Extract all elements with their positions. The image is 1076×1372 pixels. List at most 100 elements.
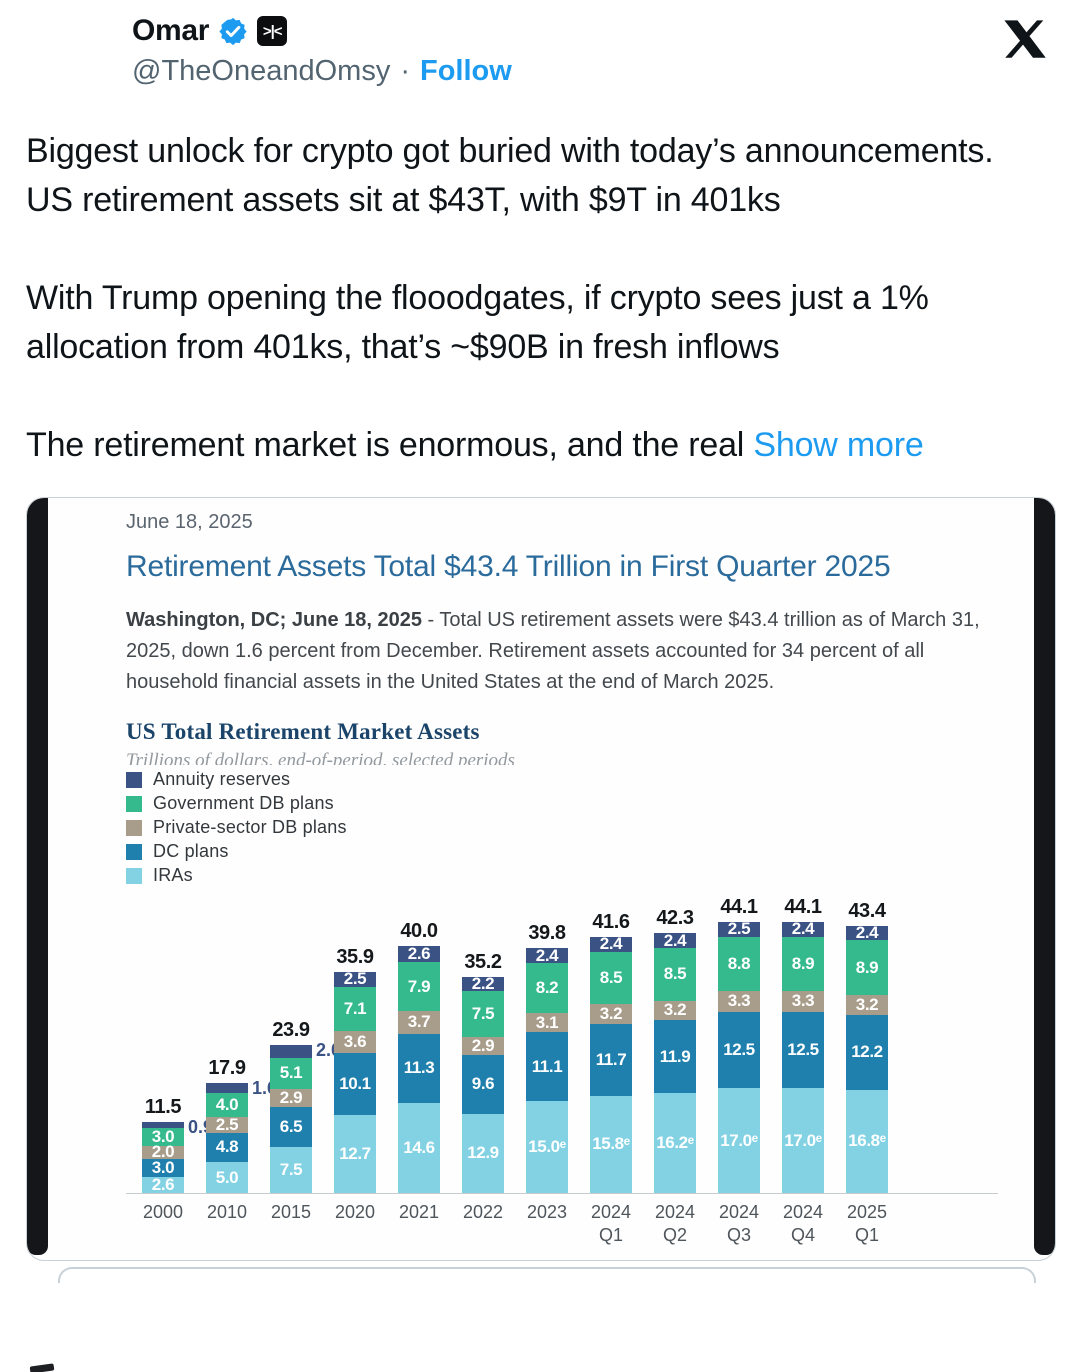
- bar-stack: 2.4 8.5 3.2 11.7 15.8ᵉ: [590, 934, 632, 1193]
- segment-annuity-reserves: 2.4: [590, 934, 632, 953]
- bar-2024-q3: 44.1 2.5 8.8 3.3 12.5 17.0ᵉ: [718, 896, 760, 1193]
- bar-stack: 2.0 5.1 2.9 6.5 7.5: [270, 1040, 341, 1193]
- tweet-text: Biggest unlock for crypto got buried wit…: [26, 127, 1042, 470]
- segment-dc-plans: 9.6: [462, 1054, 504, 1114]
- segment-government-db-plans: 8.9: [782, 936, 824, 992]
- legend-item-dc-plans: DC plans: [126, 841, 978, 862]
- x-tick-2025-q1: 2025 Q1: [846, 1202, 888, 1245]
- segment-dc-plans: 3.0: [142, 1158, 184, 1177]
- segment-government-db-plans: 8.5: [590, 951, 632, 1005]
- tweet-header: Omar >|< @TheOneandOmsy · Follow: [26, 10, 1050, 94]
- segment-dc-plans: 11.7: [590, 1023, 632, 1096]
- bar-2022: 35.2 2.2 7.5 2.9 9.6 12.9: [462, 951, 504, 1193]
- total-label-2024-q1: 41.6: [592, 911, 630, 934]
- embedded-media[interactable]: June 18, 2025 Retirement Assets Total $4…: [26, 497, 1056, 1261]
- segment-iras: 7.5: [270, 1146, 312, 1193]
- display-name[interactable]: Omar: [132, 14, 210, 47]
- segment-annuity-reserves: 2.6: [398, 944, 440, 963]
- tweet-paragraph: With Trump opening the flooodgates, if c…: [26, 279, 929, 366]
- segment-government-db-plans: 7.9: [398, 962, 440, 1011]
- total-label-2024-q4: 44.1: [784, 895, 822, 918]
- chart-subtitle: Trillions of dollars, end-of-period, sel…: [126, 750, 515, 765]
- x-tick-2021: 2021: [398, 1202, 440, 1222]
- segment-private-sector-db-plans: 2.5: [206, 1115, 248, 1134]
- bar-stack: 2.5 8.8 3.3 12.5 17.0ᵉ: [718, 919, 760, 1193]
- next-card-edge: [58, 1267, 1036, 1283]
- x-tick-2020: 2020: [334, 1202, 376, 1222]
- show-more-link[interactable]: Show more: [753, 426, 924, 464]
- total-label-2021: 40.0: [400, 920, 438, 943]
- avatar[interactable]: [26, 10, 110, 94]
- x-logo-icon[interactable]: [1002, 16, 1048, 62]
- user-handle[interactable]: @TheOneandOmsy: [132, 55, 391, 87]
- x-tick-2024-q2: 2024 Q2: [654, 1202, 696, 1245]
- total-label-2023: 39.8: [528, 922, 566, 945]
- bar-stack: 2.5 7.1 3.6 10.1 12.7: [334, 969, 376, 1193]
- verified-badge-icon: [218, 16, 248, 46]
- affiliate-badge-icon[interactable]: >|<: [257, 16, 288, 46]
- legend-label: Private-sector DB plans: [153, 817, 347, 837]
- bar-2023: 39.8 2.4 8.2 3.1 11.1 15.0ᵉ: [526, 922, 568, 1193]
- segment-iras: 17.0ᵉ: [782, 1088, 824, 1193]
- total-label-2015: 23.9: [272, 1019, 310, 1042]
- tweet-card: Omar >|< @TheOneandOmsy · Follow: [26, 10, 1056, 1283]
- segment-annuity-reserves: [270, 1045, 312, 1058]
- media-frame-right: [1034, 498, 1055, 1255]
- segment-private-sector-db-plans: 3.6: [334, 1030, 376, 1053]
- total-label-2000: 11.5: [144, 1096, 182, 1119]
- cutoff-element: [29, 1363, 55, 1372]
- segment-iras: 15.0ᵉ: [526, 1100, 568, 1193]
- bar-2010: 17.9 1.6 4.0 2.5 4.8 5.0: [206, 1057, 277, 1193]
- segment-private-sector-db-plans: 3.2: [590, 1004, 632, 1024]
- article-title: Retirement Assets Total $43.4 Trillion i…: [126, 550, 891, 583]
- article-date: June 18, 2025: [126, 511, 253, 533]
- bar-2024-q1: 41.6 2.4 8.5 3.2 11.7 15.8ᵉ: [590, 911, 632, 1193]
- bar-stack: 1.6 4.0 2.5 4.8 5.0: [206, 1078, 277, 1193]
- total-label-2022: 35.2: [464, 951, 502, 974]
- bar-stack: 2.4 8.5 3.2 11.9 16.2ᵉ: [654, 931, 696, 1193]
- segment-government-db-plans: 8.5: [654, 948, 696, 1001]
- segment-annuity-reserves: 2.4: [846, 923, 888, 942]
- legend-label: IRAs: [153, 865, 193, 885]
- legend-swatch-annuity-reserves: [126, 771, 142, 788]
- segment-iras: 12.7: [334, 1114, 376, 1193]
- bar-2021: 40.0 2.6 7.9 3.7 11.3 14.6: [398, 920, 440, 1193]
- bar-stack: 2.4 8.2 3.1 11.1 15.0ᵉ: [526, 946, 568, 1193]
- article-image: June 18, 2025 Retirement Assets Total $4…: [48, 498, 1034, 1260]
- segment-annuity-reserves: 2.4: [782, 919, 824, 938]
- segment-government-db-plans: 4.0: [206, 1092, 248, 1118]
- segment-private-sector-db-plans: 2.9: [270, 1088, 312, 1107]
- segment-iras: 2.6: [142, 1175, 184, 1194]
- separator-dot: ·: [400, 55, 410, 87]
- chart-title: US Total Retirement Market Assets: [126, 719, 480, 744]
- legend-item-iras: IRAs: [126, 865, 978, 886]
- bar-stack: 2.4 8.9 3.3 12.5 17.0ᵉ: [782, 919, 824, 1193]
- segment-iras: 14.6: [398, 1103, 440, 1193]
- segment-private-sector-db-plans: 2.9: [462, 1036, 504, 1055]
- segment-annuity-reserves: [142, 1122, 184, 1128]
- x-tick-2015: 2015: [270, 1202, 312, 1222]
- segment-government-db-plans: 8.9: [846, 940, 888, 996]
- segment-private-sector-db-plans: 3.2: [846, 995, 888, 1015]
- segment-iras: 17.0ᵉ: [718, 1088, 760, 1193]
- segment-government-db-plans: 3.0: [142, 1127, 184, 1147]
- bar-stack: 0.9 3.0 2.0 3.0 2.6: [142, 1117, 213, 1194]
- segment-dc-plans: 12.5: [782, 1011, 824, 1089]
- legend-swatch-private-sector-db-plans: [126, 819, 142, 836]
- segment-dc-plans: 11.1: [526, 1032, 568, 1101]
- bar-2024-q2: 42.3 2.4 8.5 3.2 11.9 16.2ᵉ: [654, 907, 696, 1193]
- segment-government-db-plans: 8.2: [526, 962, 568, 1014]
- segment-private-sector-db-plans: 3.3: [782, 991, 824, 1012]
- follow-button[interactable]: Follow: [420, 55, 512, 87]
- bar-stack: 2.6 7.9 3.7 11.3 14.6: [398, 944, 440, 1193]
- bar-stack: 2.4 8.9 3.2 12.2 16.8ᵉ: [846, 923, 888, 1193]
- segment-private-sector-db-plans: 3.1: [526, 1013, 568, 1033]
- legend-label: Annuity reserves: [153, 769, 291, 789]
- x-axis: 2000 2010 2015 2020 2021 2022 2023 2024 Q1 2024 Q2…: [126, 1193, 998, 1247]
- legend-item-annuity-reserves: Annuity reserves: [126, 769, 978, 790]
- tweet-paragraph: Biggest unlock for crypto got buried wit…: [26, 132, 994, 219]
- legend-label: Government DB plans: [153, 793, 334, 813]
- total-label-2024-q3: 44.1: [720, 895, 758, 918]
- segment-annuity-reserves: 2.2: [462, 974, 504, 993]
- segment-private-sector-db-plans: 3.3: [718, 991, 760, 1012]
